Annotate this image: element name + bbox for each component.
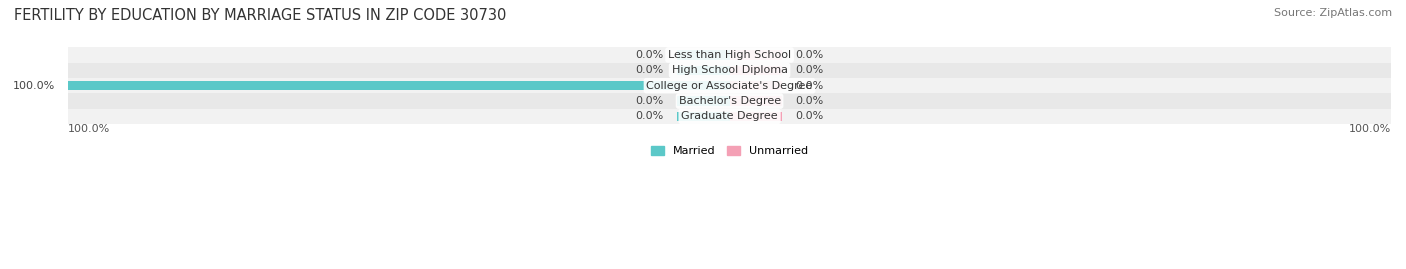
Bar bbox=[67, 93, 1391, 109]
Text: Graduate Degree: Graduate Degree bbox=[682, 111, 778, 121]
Text: 0.0%: 0.0% bbox=[636, 96, 664, 106]
Text: 0.0%: 0.0% bbox=[796, 96, 824, 106]
Bar bbox=[730, 66, 783, 75]
Bar bbox=[676, 50, 730, 59]
Bar bbox=[730, 81, 783, 90]
Bar bbox=[67, 47, 1391, 63]
Text: 0.0%: 0.0% bbox=[796, 65, 824, 75]
Bar bbox=[676, 97, 730, 106]
Text: 0.0%: 0.0% bbox=[796, 81, 824, 91]
Bar bbox=[730, 112, 783, 121]
Text: 100.0%: 100.0% bbox=[13, 81, 55, 91]
Text: 0.0%: 0.0% bbox=[796, 111, 824, 121]
Bar bbox=[730, 97, 783, 106]
Bar bbox=[730, 50, 783, 59]
Bar bbox=[676, 112, 730, 121]
Bar bbox=[67, 81, 730, 90]
Bar bbox=[67, 109, 1391, 124]
Text: Less than High School: Less than High School bbox=[668, 50, 792, 60]
Text: FERTILITY BY EDUCATION BY MARRIAGE STATUS IN ZIP CODE 30730: FERTILITY BY EDUCATION BY MARRIAGE STATU… bbox=[14, 8, 506, 23]
Text: 100.0%: 100.0% bbox=[67, 124, 111, 134]
Legend: Married, Unmarried: Married, Unmarried bbox=[647, 141, 813, 161]
Text: 0.0%: 0.0% bbox=[636, 50, 664, 60]
Bar bbox=[676, 66, 730, 75]
Text: College or Associate's Degree: College or Associate's Degree bbox=[647, 81, 813, 91]
Text: Bachelor's Degree: Bachelor's Degree bbox=[679, 96, 780, 106]
Text: Source: ZipAtlas.com: Source: ZipAtlas.com bbox=[1274, 8, 1392, 18]
Bar bbox=[67, 63, 1391, 78]
Text: 0.0%: 0.0% bbox=[636, 65, 664, 75]
Bar bbox=[67, 78, 1391, 93]
Text: 0.0%: 0.0% bbox=[636, 111, 664, 121]
Text: High School Diploma: High School Diploma bbox=[672, 65, 787, 75]
Text: 100.0%: 100.0% bbox=[1348, 124, 1391, 134]
Text: 0.0%: 0.0% bbox=[796, 50, 824, 60]
